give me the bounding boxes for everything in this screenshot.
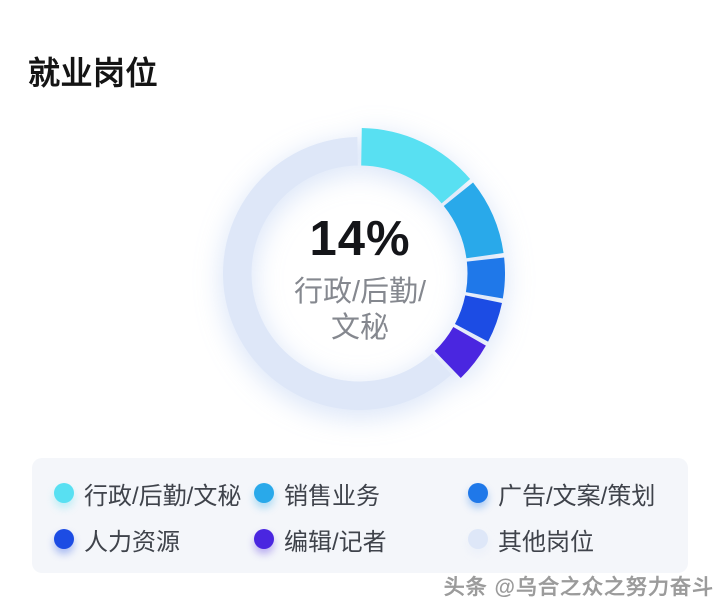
legend-item-4[interactable]: 编辑/记者 xyxy=(254,522,468,557)
legend-item-3[interactable]: 人力资源 xyxy=(54,522,254,557)
legend-label: 销售业务 xyxy=(284,482,380,510)
legend-dot-icon xyxy=(54,529,74,549)
donut-chart xyxy=(223,128,505,411)
legend-item-1[interactable]: 销售业务 xyxy=(254,476,468,511)
legend-label: 其他岗位 xyxy=(498,528,594,556)
legend-dot-icon xyxy=(54,483,74,503)
legend-item-5[interactable]: 其他岗位 xyxy=(468,522,688,557)
donut-segment-5[interactable] xyxy=(223,137,452,411)
legend-dot-icon xyxy=(468,529,488,549)
donut-segment-4[interactable] xyxy=(434,327,486,378)
legend-dot-icon xyxy=(254,483,274,503)
donut-chart-area xyxy=(189,102,531,444)
legend-item-2[interactable]: 广告/文案/策划 xyxy=(468,476,688,511)
donut-segment-3[interactable] xyxy=(454,295,502,342)
legend-label: 人力资源 xyxy=(84,528,180,556)
donut-segment-1[interactable] xyxy=(443,182,504,259)
donut-segment-2[interactable] xyxy=(465,257,505,299)
watermark: 头条 @乌合之众之努力奋斗 xyxy=(443,576,714,599)
legend-item-0[interactable]: 行政/后勤/文秘 xyxy=(54,476,254,511)
legend-dot-icon xyxy=(254,529,274,549)
legend-label: 广告/文案/策划 xyxy=(498,482,656,510)
legend-dot-icon xyxy=(468,483,488,503)
legend: 行政/后勤/文秘 销售业务 广告/文案/策划人力资源 编辑/记者 其他岗位 xyxy=(32,458,688,573)
legend-label: 行政/后勤/文秘 xyxy=(84,482,242,510)
page-title: 就业岗位 xyxy=(28,55,159,91)
legend-label: 编辑/记者 xyxy=(284,528,387,556)
donut-segment-0[interactable] xyxy=(361,128,471,204)
